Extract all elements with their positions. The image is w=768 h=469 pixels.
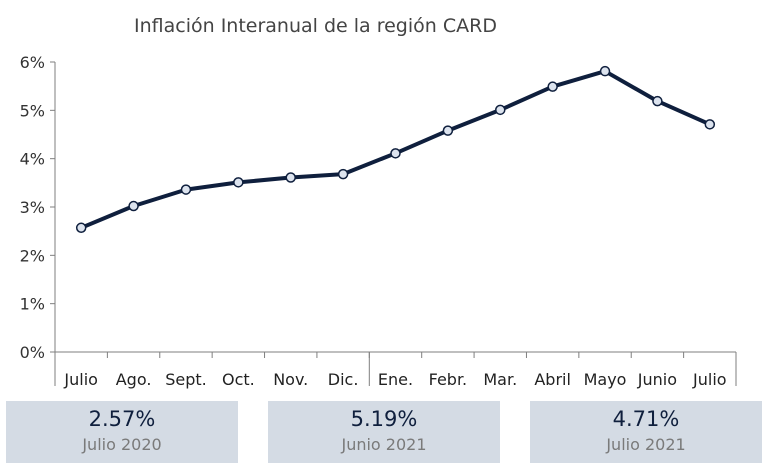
data-point [599,65,611,77]
stat-value: 4.71% [612,407,680,431]
chart-title: Inflación Interanual de la región CARD [134,15,497,37]
data-point [442,125,454,136]
x-tick-label: Sept. [165,370,207,389]
data-point [495,104,506,116]
stat-box-julio-2021: 4.71% Julio 2021 [530,401,762,463]
y-axis: 0% 1% 2% 3% 4% 5% 6% [20,53,56,386]
x-tick-label: Febr. [429,370,468,389]
series [75,65,716,234]
y-tick-label: 6% [20,53,45,72]
data-point [337,168,349,180]
y-tick-label: 5% [20,101,45,120]
x-tick-label: Ene. [378,370,413,389]
stat-value: 5.19% [350,407,418,431]
x-tick-label: Nov. [273,370,308,389]
y-tick-label: 1% [20,295,45,314]
data-point [128,200,139,212]
data-point [285,172,296,183]
x-tick-label: Julio [63,370,98,389]
y-tick-label: 4% [20,150,45,169]
data-point [75,222,87,234]
x-tick-label: Dic. [328,370,359,389]
data-point [180,184,192,195]
stat-box-junio-2021: 5.19% Junio 2021 [268,401,500,463]
stat-box-julio-2020: 2.57% Julio 2020 [6,401,238,463]
x-axis: Julio Ago. Sept. Oct. Nov. Dic. Ene. Febr. Mar. A… [54,351,737,389]
x-tick-label: Oct. [222,370,255,389]
x-tick-label: Ago. [116,370,152,389]
x-tick-label: Mayo [584,370,627,389]
x-tick-label: Abril [534,370,571,389]
y-tick-label: 3% [20,198,45,217]
x-tick-label: Mar. [483,370,517,389]
data-point [390,148,401,159]
y-tick-label: 2% [20,246,45,265]
stat-label: Julio 2021 [606,435,686,454]
data-point [233,177,244,188]
x-tick-label: Junio [637,370,677,389]
stat-value: 2.57% [88,407,156,431]
stat-label: Julio 2020 [82,435,162,454]
data-point [547,81,558,92]
data-point [704,119,716,130]
stat-label: Junio 2021 [341,435,427,454]
data-point [652,95,663,107]
line-chart: Inflación Interanual de la región CARD 0… [20,15,737,389]
x-tick-label: Julio [692,370,727,389]
y-tick-label: 0% [20,343,45,362]
